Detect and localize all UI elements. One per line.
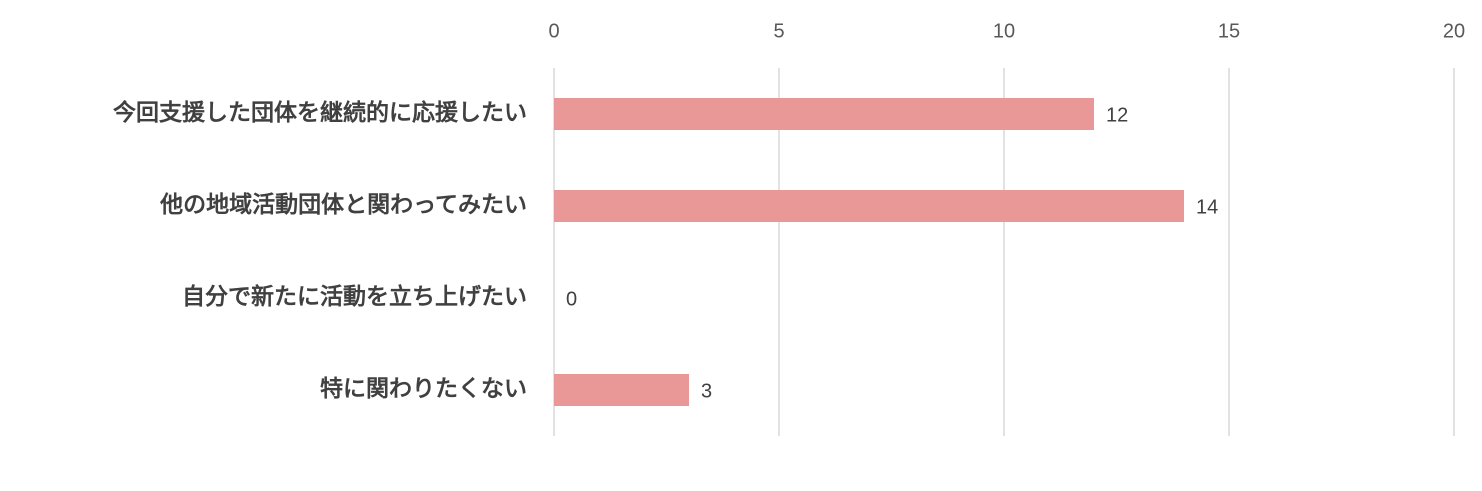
x-tick-label: 0: [548, 20, 559, 42]
x-tick-label: 5: [773, 20, 784, 42]
bar: [554, 190, 1184, 222]
y-tick-label: 特に関わりたくない: [320, 375, 527, 401]
x-tick-label: 20: [1443, 20, 1465, 42]
x-tick-label: 15: [1218, 20, 1240, 42]
value-label: 0: [566, 288, 577, 310]
value-label: 12: [1106, 104, 1128, 126]
y-tick-label: 他の地域活動団体と関わってみたい: [159, 191, 527, 217]
value-label: 14: [1196, 196, 1218, 218]
y-tick-label: 今回支援した団体を継続的に応援したい: [113, 99, 527, 125]
y-tick-label: 自分で新たに活動を立ち上げたい: [182, 283, 527, 309]
x-tick-label: 10: [993, 20, 1015, 42]
bar: [554, 374, 689, 406]
bar: [554, 98, 1094, 130]
value-label: 3: [701, 380, 712, 402]
